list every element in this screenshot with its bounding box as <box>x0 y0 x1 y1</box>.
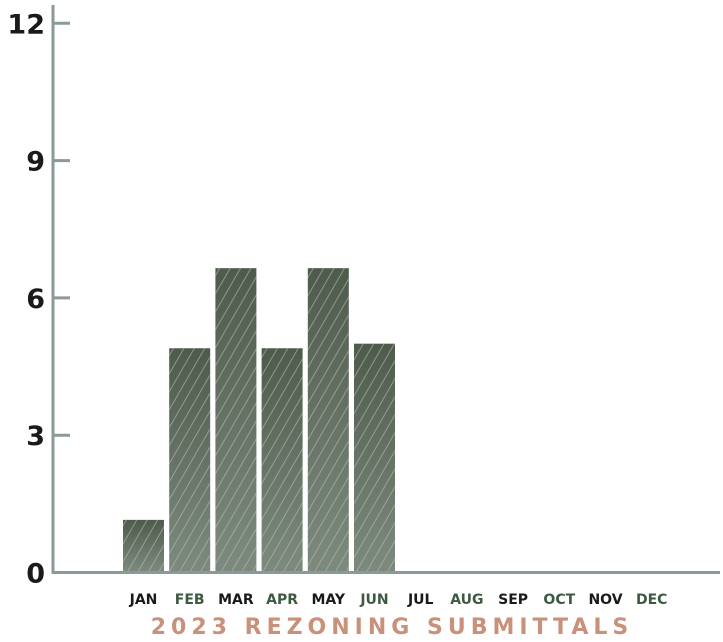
chart-title: 2023 REZONING SUBMITTALS <box>151 615 634 640</box>
x-tick-label-nov: NOV <box>588 592 622 608</box>
y-tick-label-6: 6 <box>26 284 45 315</box>
axes-layer <box>51 5 720 574</box>
bar-feb <box>169 348 211 573</box>
bar-mar <box>215 268 257 573</box>
y-tick-label-0: 0 <box>26 559 45 590</box>
x-tick-label-sep: SEP <box>498 592 528 608</box>
bar-jan <box>123 519 164 573</box>
x-tick-label-jan: JAN <box>129 592 158 608</box>
x-tick-label-feb: FEB <box>175 592 205 608</box>
bar-jun <box>354 343 395 573</box>
x-tick-label-jul: JUL <box>407 592 434 608</box>
labels-layer: 0 3 6 9 12 JAN FEB MAR APR MAY JUN JUL AUG SEP OCT NOV D… <box>7 9 667 608</box>
y-tick-label-9: 9 <box>26 147 45 178</box>
bar-apr <box>261 348 303 573</box>
x-tick-label-may: MAY <box>312 592 346 608</box>
x-tick-label-apr: APR <box>266 592 298 608</box>
y-tick-label-3: 3 <box>26 421 45 452</box>
y-tick-label-12: 12 <box>7 9 45 40</box>
bar-may <box>307 268 349 573</box>
x-tick-label-dec: DEC <box>636 592 667 608</box>
bars-layer <box>123 268 395 573</box>
x-tick-label-oct: OCT <box>543 592 575 608</box>
x-tick-label-aug: AUG <box>450 592 483 608</box>
x-tick-label-jun: JUN <box>359 592 388 608</box>
x-tick-label-mar: MAR <box>218 592 254 608</box>
